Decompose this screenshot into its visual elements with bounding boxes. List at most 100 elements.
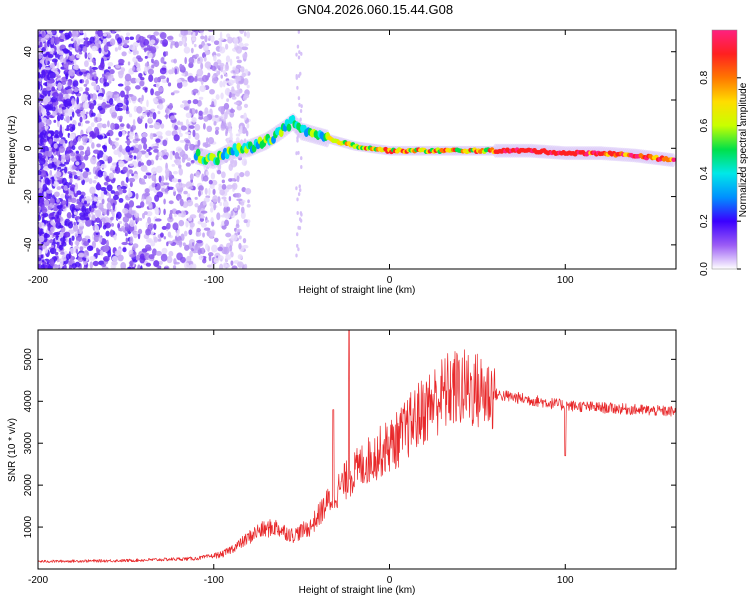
spectrogram-noise-cell — [126, 32, 131, 37]
spectrogram-noise-cell — [41, 216, 45, 224]
spectrogram-noise-cell — [39, 157, 46, 166]
spectrogram-noise-cell — [106, 208, 110, 216]
spectrogram-noise-cell — [76, 155, 80, 162]
spectrogram-noise-cell — [85, 218, 92, 227]
spectrogram-noise-cell — [135, 85, 141, 90]
spectrogram-noise-cell — [98, 64, 105, 71]
spectrogram-noise-cell — [212, 188, 216, 196]
spectrogram-noise-cell — [196, 239, 203, 244]
spectrogram-noise-cell — [113, 149, 120, 155]
spectrogram-noise-cell — [239, 171, 245, 178]
spectrogram-noise-cell — [106, 184, 113, 192]
spectrogram-noise-cell — [83, 252, 87, 258]
spectrogram-noise-cell — [296, 232, 299, 237]
spectrogram-noise-cell — [211, 77, 218, 84]
colorbar-tick-label: 0.2 — [699, 214, 710, 228]
spectrogram-noise-cell — [102, 123, 107, 129]
spectrogram-noise-cell — [160, 175, 165, 182]
spectrogram-noise-cell — [224, 219, 230, 227]
spectrogram-noise-cell — [65, 190, 69, 195]
spectrogram-noise-cell — [104, 142, 108, 146]
spectrogram-noise-cell — [71, 98, 75, 105]
spectrogram-noise-cell — [91, 58, 95, 63]
spectrogram-noise-cell — [126, 170, 130, 178]
snr-ytick-label: 3000 — [23, 432, 34, 455]
spectrogram-noise-cell — [56, 75, 61, 79]
spectrogram-noise-cell — [243, 79, 249, 85]
spectrogram-noise-cell — [84, 32, 87, 39]
spectrogram-noise-cell — [95, 232, 99, 236]
spectrogram-noise-cell — [224, 111, 228, 120]
spectrogram-noise-cell — [145, 221, 149, 229]
spectrogram-noise-cell — [172, 188, 176, 192]
spectrogram-noise-cell — [174, 152, 180, 160]
spectrogram-noise-cell — [187, 193, 191, 198]
spectrogram-noise-cell — [128, 99, 132, 103]
spectrogram-noise-cell — [208, 187, 211, 196]
spectrogram-noise-cell — [68, 123, 74, 128]
spectrogram-noise-cell — [229, 132, 233, 139]
spectrogram-noise-cell — [139, 80, 145, 87]
spectrogram-noise-cell — [49, 31, 53, 39]
spectrogram-noise-cell — [167, 231, 172, 238]
spectrogram-noise-cell — [38, 222, 43, 229]
spectrogram-noise-cell — [161, 187, 165, 192]
spectrogram-noise-cell — [193, 43, 197, 48]
spectrogram-noise-cell — [91, 202, 97, 209]
spectrogram-noise-cell — [103, 33, 107, 37]
spectrogram-noise-cell — [83, 83, 88, 87]
spectrogram-noise-cell — [160, 56, 165, 64]
spectrogram-noise-cell — [155, 250, 162, 256]
spectrogram-noise-cell — [133, 147, 139, 154]
spectrogram-noise-cell — [175, 146, 183, 153]
spectrogram-noise-cell — [151, 174, 157, 182]
spectrogram-noise-cell — [198, 185, 204, 192]
spectrogram-noise-cell — [109, 38, 116, 46]
spectrogram-noise-cell — [89, 205, 92, 212]
spectrogram-noise-cell — [96, 161, 101, 167]
spectrogram-noise-cell — [151, 64, 155, 69]
spectrogram-noise-cell — [53, 52, 57, 56]
spectrogram-noise-cell — [125, 176, 129, 183]
spectrogram-ytick-label: 40 — [23, 46, 34, 58]
spectrogram-noise-cell — [128, 206, 133, 215]
spectrogram-noise-cell — [201, 74, 209, 83]
spectrogram-noise-cell — [241, 187, 246, 193]
spectrogram-noise-cell — [211, 179, 218, 186]
spectrogram-noise-cell — [179, 198, 184, 207]
spectrogram-noise-cell — [93, 126, 99, 134]
spectrogram-noise-cell — [128, 177, 136, 183]
spectrogram-noise-cell — [168, 200, 174, 205]
spectrogram-noise-cell — [88, 178, 93, 185]
spectrogram-noise-cell — [79, 150, 85, 156]
spectrogram-noise-cell — [153, 77, 159, 84]
spectrogram-noise-cell — [167, 186, 175, 190]
spectrogram-noise-cell — [56, 61, 60, 70]
spectrogram-noise-cell — [179, 132, 183, 138]
spectrogram-noise-cell — [71, 157, 77, 162]
spectrogram-noise-cell — [205, 171, 209, 176]
spectrogram-noise-cell — [179, 63, 183, 70]
spectrogram-noise-cell — [79, 215, 86, 221]
spectrogram-noise-cell — [217, 196, 221, 204]
spectrogram-noise-cell — [171, 67, 174, 75]
spectrogram-noise-cell — [235, 64, 242, 70]
spectrogram-noise-cell — [297, 192, 301, 197]
spectrogram-noise-cell — [188, 133, 191, 140]
spectrogram-noise-cell — [210, 172, 216, 180]
spectrogram-noise-cell — [101, 263, 107, 267]
spectrogram-noise-cell — [187, 75, 195, 83]
spectrogram-noise-cell — [45, 58, 48, 65]
spectrogram-noise-cell — [49, 71, 56, 79]
spectrogram-ytick-label: -20 — [23, 189, 34, 204]
spectrogram-noise-cell — [132, 259, 138, 263]
spectrogram-noise-cell — [137, 151, 143, 158]
spectrogram-noise-cell — [101, 102, 107, 109]
spectrogram-noise-cell — [199, 217, 205, 222]
spectrogram-noise-cell — [144, 55, 148, 59]
spectrogram-noise-cell — [125, 110, 130, 115]
spectrogram-noise-cell — [141, 112, 147, 118]
spectrogram-noise-cell — [112, 202, 116, 211]
spectrogram-noise-cell — [101, 266, 109, 269]
spectrogram-noise-cell — [162, 154, 169, 160]
